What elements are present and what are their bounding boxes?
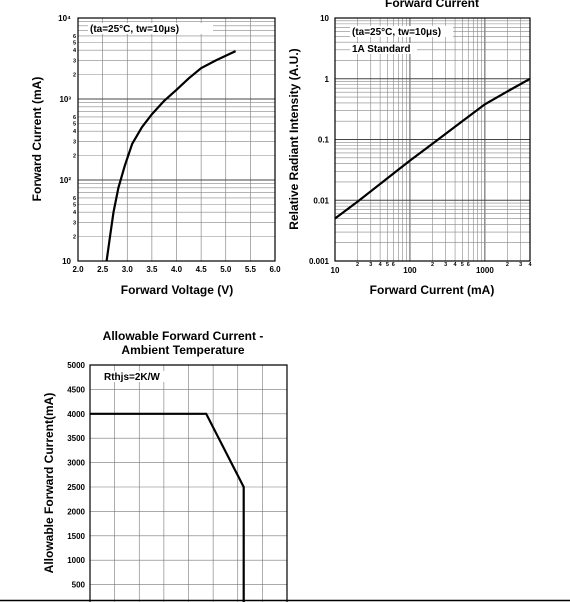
- chart-1-y-tick-label: 10: [62, 257, 71, 266]
- chart-2-y-tick-label: 0.1: [318, 136, 330, 145]
- chart-1-x-tick-label: 2.0: [72, 265, 84, 274]
- chart-1-y-minor-tick-label: 5: [73, 40, 76, 46]
- chart-1-y-minor-tick-label: 3: [73, 58, 76, 64]
- chart-2-y-tick-label: 10: [320, 14, 329, 23]
- chart-1-y-minor-tick-label: 2: [73, 154, 76, 160]
- chart-2-x-minor-tick-label: 3: [519, 262, 522, 268]
- chart-2-x-minor-tick-label: 3: [369, 262, 372, 268]
- chart-3-annotation: Rthjs=2K/W: [104, 372, 160, 383]
- chart-3-y-tick-label: 3000: [67, 459, 85, 468]
- chart-1-y-minor-tick-label: 5: [73, 121, 76, 127]
- chart-1-y-tick-label: 10⁴: [58, 14, 71, 23]
- chart-3-allowable-current-vs-temperature: Allowable Forward Current - Ambient Temp…: [42, 329, 288, 602]
- chart-3-y-tick-label: 4500: [67, 385, 85, 394]
- chart-1-frame: [77, 17, 276, 262]
- chart-3-series-line: [90, 412, 245, 602]
- chart-3-y-tick-label: 500: [72, 581, 86, 590]
- chart-1-x-tick-label: 5.5: [245, 265, 257, 274]
- chart-2-x-minor-tick-label: 5: [461, 262, 464, 268]
- chart-1-x-tick-label: 3.0: [122, 265, 134, 274]
- chart-2-frame: [334, 17, 531, 262]
- chart-3-y-axis-title: Allowable Forward Current(mA): [42, 393, 56, 574]
- chart-1-y-minor-tick-label: 3: [73, 220, 76, 226]
- chart-3-frame: [89, 364, 288, 602]
- chart-3-y-tick-label: 5000: [67, 361, 85, 370]
- chart-1-y-minor-tick-label: 6: [73, 34, 76, 40]
- chart-2-x-axis-title: Forward Current (mA): [370, 283, 495, 297]
- chart-2-x-minor-tick-label: 2: [431, 262, 434, 268]
- chart-2-title: Forward Current: [385, 0, 479, 10]
- chart-1-series-line: [105, 50, 237, 262]
- chart-1-y-minor-tick-label: 6: [73, 115, 76, 121]
- chart-1-y-minor-tick-label: 4: [73, 48, 77, 54]
- chart-1-annotation-bg: [88, 23, 213, 34]
- chart-1-y-minor-tick-label: 4: [73, 210, 77, 216]
- chart-1-y-minor-tick-label: 2: [73, 73, 76, 79]
- chart-2-grid: [335, 18, 530, 261]
- chart-3-y-tick-label: 1000: [67, 556, 85, 565]
- chart-1-y-minor-tick-label: 4: [73, 129, 77, 135]
- chart-3-y-tick-label: 1500: [67, 532, 85, 541]
- chart-3-y-tick-label: 2000: [67, 507, 85, 516]
- chart-1-y-tick-label: 10²: [59, 176, 71, 185]
- chart-2-y-tick-label: 1: [325, 75, 330, 84]
- chart-2-annotation-bg: [350, 26, 453, 37]
- chart-1-x-tick-label: 4.5: [196, 265, 208, 274]
- chart-2-x-tick-label: 100: [403, 266, 417, 275]
- chart-1-y-minor-tick-label: 6: [73, 196, 76, 202]
- chart-1-x-tick-label: 4.0: [171, 265, 183, 274]
- chart-2-annotation-standard: 1A Standard: [352, 44, 411, 55]
- chart-2-x-minor-tick-label: 4: [379, 262, 383, 268]
- chart-1-y-minor-tick-label: 2: [73, 235, 76, 241]
- chart-2-y-tick-label: 0.01: [313, 196, 329, 205]
- chart-1-x-tick-label: 5.0: [220, 265, 232, 274]
- chart-2-annotation2-bg: [350, 43, 417, 54]
- chart-1-forward-current-vs-voltage: 2.0 2.5 3.0 3.5 4.0 4.5 5.0 5.5 6.0 10 10² 10³ 10⁴ 2 3…: [30, 14, 281, 297]
- chart-2-x-minor-tick-label: 4: [454, 262, 458, 268]
- chart-2-x-minor-tick-label: 6: [392, 262, 395, 268]
- chart-3-tick-labels: 5000 4500 4000 3500 3000 2500 2000 1500 1000 500: [67, 361, 85, 590]
- chart-2-series-line: [334, 77, 531, 220]
- chart-2-x-minor-tick-label: 2: [356, 262, 359, 268]
- chart-2-x-tick-label: 1000: [476, 266, 494, 275]
- chart-1-y-minor-tick-label: 5: [73, 202, 76, 208]
- chart-1-y-axis-title: Forward Current (mA): [30, 77, 44, 202]
- chart-3-title-line-2: Ambient Temperature: [121, 343, 244, 357]
- chart-2-y-tick-label: 0.001: [309, 257, 330, 266]
- chart-1-x-axis-title: Forward Voltage (V): [121, 283, 233, 297]
- chart-2-x-minor-tick-label: 3: [444, 262, 447, 268]
- chart-1-tick-labels: 2.0 2.5 3.0 3.5 4.0 4.5 5.0 5.5 6.0 10 10² 10³ 10⁴ 2 3…: [58, 14, 281, 274]
- chart-1-y-tick-label: 10³: [59, 95, 71, 104]
- chart-2-x-tick-label: 10: [331, 266, 340, 275]
- chart-2-x-minor-tick-label: 2: [506, 262, 509, 268]
- chart-3-y-tick-label: 4000: [67, 410, 85, 419]
- chart-2-x-minor-tick-label: 5: [386, 262, 389, 268]
- chart-2-x-minor-tick-label: 6: [467, 262, 470, 268]
- chart-1-grid: [78, 18, 275, 261]
- chart-3-grid: [90, 365, 287, 602]
- chart-3-title-line-1: Allowable Forward Current -: [103, 329, 264, 343]
- chart-1-x-tick-label: 3.5: [146, 265, 158, 274]
- chart-1-y-minor-tick-label: 3: [73, 139, 76, 145]
- chart-1-x-tick-label: 6.0: [269, 265, 281, 274]
- chart-2-x-minor-tick-label: 4: [528, 262, 532, 268]
- chart-2-y-axis-title: Relative Radiant Intensity (A.U.): [287, 48, 301, 229]
- chart-1-x-tick-label: 2.5: [97, 265, 109, 274]
- chart-3-annotation-bg: [102, 371, 168, 382]
- chart-3-y-tick-label: 3500: [67, 434, 85, 443]
- chart-1-annotation: (ta=25°C, tw=10μs): [90, 24, 179, 35]
- chart-2-annotation: (ta=25°C, tw=10μs): [352, 27, 441, 38]
- chart-3-y-tick-label: 2500: [67, 483, 85, 492]
